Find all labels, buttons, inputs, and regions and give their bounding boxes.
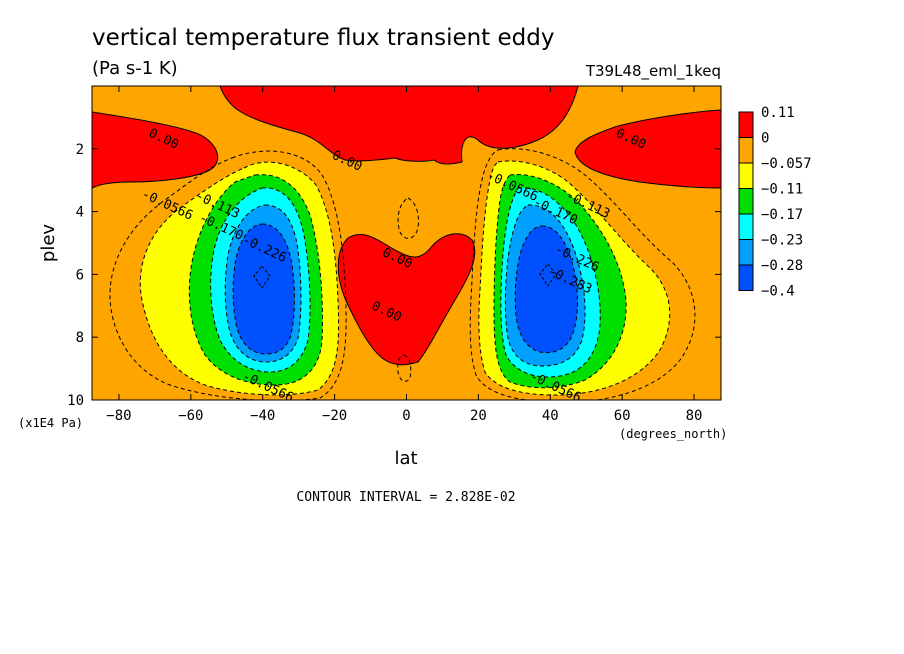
contour-field: 0.000.000.000.000.00-0.0566-0.113-0.170-… (92, 86, 721, 400)
x-tick-label: 20 (470, 408, 487, 424)
colorbar-label: −0.11 (761, 182, 803, 198)
fill-red-center (338, 233, 475, 365)
chart-title: vertical temperature flux transient eddy (92, 25, 554, 51)
contour-min-left (253, 265, 271, 289)
fill-blue-right (515, 226, 578, 353)
y-tick-label: 10 (67, 393, 84, 409)
colorbar-swatch (738, 111, 754, 138)
y-tick-label: 6 (76, 267, 84, 283)
colorbar-label: 0 (761, 131, 769, 147)
colorbar-label: 0.11 (761, 105, 795, 121)
x-axis: −80 −60 −40 −20 0 20 40 60 80 (106, 86, 702, 424)
y-tick-label: 8 (76, 330, 84, 346)
x-axis-label: lat (394, 448, 417, 469)
contour-green-left (188, 174, 323, 386)
contour-lightblue-left (224, 204, 302, 363)
contour-blue-right (514, 225, 578, 354)
fill-red-top (220, 86, 578, 165)
colorbar-swatch (738, 239, 754, 266)
x-tick-label: −40 (250, 408, 275, 424)
x-units-label: (degrees_north) (619, 427, 727, 441)
x-tick-label: 0 (402, 408, 410, 424)
colorbar-swatch (738, 162, 754, 189)
contour-outer-left (109, 150, 347, 400)
chart-subtitle: (Pa s-1 K) (92, 58, 178, 79)
colorbar-swatch (738, 188, 754, 215)
contour-small-top (397, 197, 419, 239)
colorbar: 0.11 0 −0.057 −0.11 −0.17 −0.23 −0.28 −0.4 (738, 105, 812, 300)
colorbar-swatch (738, 137, 754, 164)
y-axis: 2 4 6 8 10 (67, 142, 721, 409)
contour-zero-left (92, 111, 219, 189)
y-tick-label: 2 (76, 142, 84, 158)
x-tick-label: 40 (542, 408, 559, 424)
contour-lightblue-right (504, 204, 586, 367)
contour-yellow-left (139, 161, 340, 396)
colorbar-label: −0.17 (761, 207, 803, 223)
fill-blue-left (233, 224, 295, 354)
y-axis-label: plev (38, 224, 59, 263)
colorbar-swatch (738, 213, 754, 240)
colorbar-label: −0.4 (761, 284, 795, 300)
contour-lines (92, 86, 721, 400)
contour-small-bottom (397, 354, 412, 382)
colorbar-label: −0.28 (761, 258, 803, 274)
contour-zero-center (337, 233, 476, 366)
contour-yellow-right (478, 160, 671, 396)
x-tick-label: 60 (614, 408, 631, 424)
colorbar-label: −0.23 (761, 233, 803, 249)
contour-zero-top (219, 86, 579, 165)
fill-red-right (575, 110, 721, 188)
contour-cyan-right (500, 187, 601, 378)
colorbar-swatch (738, 264, 754, 291)
y-tick-label: 4 (76, 205, 84, 221)
x-tick-label: −20 (322, 408, 347, 424)
colorbar-label: −0.057 (761, 156, 812, 172)
contour-interval: CONTOUR INTERVAL = 2.828E-02 (296, 490, 515, 505)
contour-green-right (493, 173, 627, 389)
x-tick-label: 80 (686, 408, 703, 424)
contour-zero-right (574, 109, 721, 189)
contour-min-right (539, 263, 557, 287)
x-tick-label: −80 (106, 408, 131, 424)
fill-red-left (92, 112, 218, 188)
x-tick-label: −60 (178, 408, 203, 424)
run-label: T39L48_eml_1keq (585, 62, 721, 81)
y-units-label: (x1E4 Pa) (18, 416, 83, 430)
